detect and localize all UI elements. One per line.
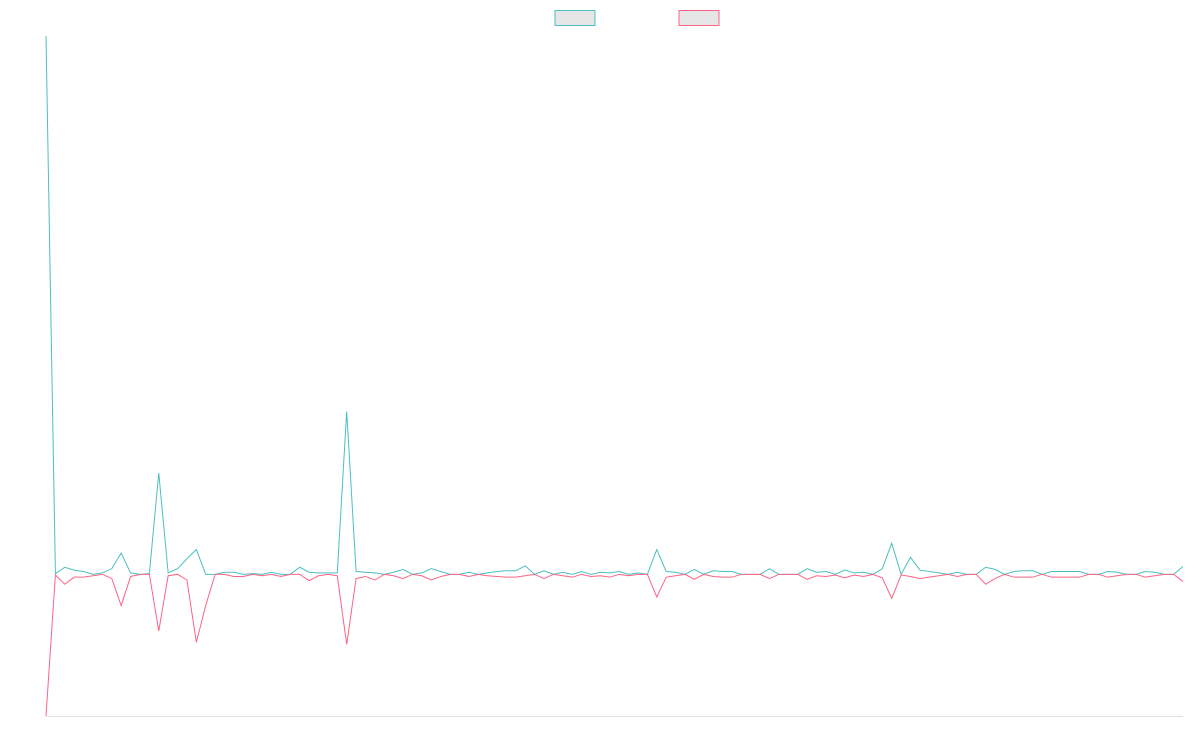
legend-item[interactable] xyxy=(554,10,596,26)
line-series xyxy=(45,35,1184,576)
legend-item[interactable] xyxy=(678,10,720,26)
line-series xyxy=(45,573,1184,717)
